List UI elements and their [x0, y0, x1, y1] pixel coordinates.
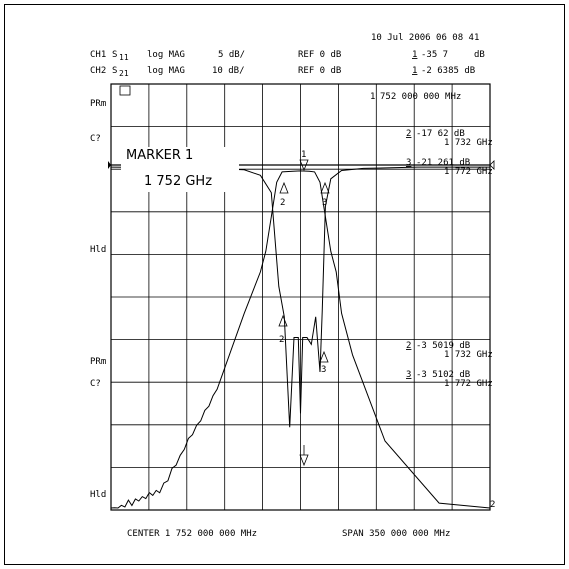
upper-readout-2-num: 2	[406, 129, 411, 139]
side-label-prm-top: PRm	[90, 99, 106, 109]
ch2-marker-val: -2 6385 dB	[421, 66, 475, 76]
marker-2-upper: 2	[280, 183, 288, 208]
marker-freq-num: 1	[370, 92, 375, 102]
ch1-marker-unit: dB	[474, 50, 485, 60]
upper-readout-2-freq: 1 732 GHz	[444, 138, 493, 148]
lower-readout-2-num: 2	[406, 341, 411, 351]
ch1-param-sub: 11	[119, 53, 129, 62]
ch1-scale: 5 dB/	[218, 50, 245, 60]
span-frequency: SPAN 350 000 000 MHz	[342, 529, 450, 539]
timestamp: 10 Jul 2006 06 08 41	[371, 33, 479, 43]
side-label-c-bottom: C?	[90, 379, 101, 389]
upper-readout-3-num: 3	[406, 158, 411, 168]
lower-readout-3-num: 3	[406, 370, 411, 380]
marker-3-lower: 3	[320, 352, 328, 375]
ch2-param: S	[112, 66, 117, 76]
svg-text:1: 1	[301, 150, 306, 160]
lower-readout-2-freq: 1 732 GHz	[444, 350, 493, 360]
grid-icon	[120, 86, 130, 95]
svg-text:2: 2	[280, 198, 285, 208]
ch2-scale: 10 dB/	[212, 66, 245, 76]
side-label-prm-bottom: PRm	[90, 357, 106, 367]
ch1-format: log MAG	[147, 50, 185, 60]
side-label-hld-bottom: Hld	[90, 490, 106, 500]
ch1-marker-num: 1	[412, 50, 417, 60]
center-frequency: CENTER 1 752 000 000 MHz	[127, 529, 257, 539]
svg-text:3: 3	[321, 365, 326, 375]
ch1-marker-val: -35 7	[421, 50, 448, 60]
ch2-param-sub: 21	[119, 69, 129, 78]
side-label-c-top: C?	[90, 134, 101, 144]
lower-readout-3-freq: 1 772 GHz	[444, 379, 493, 389]
marker-box-title: MARKER 1	[126, 148, 193, 163]
upper-readout-3-freq: 1 772 GHz	[444, 167, 493, 177]
svg-text:3: 3	[322, 198, 327, 208]
ch1-label: CH1	[90, 50, 106, 60]
marker-freq-value: 752 000 000 MHz	[380, 92, 461, 102]
ch2-label: CH2	[90, 66, 106, 76]
marker-box-freq: 1 752 GHz	[144, 174, 212, 189]
svg-text:2: 2	[279, 335, 284, 345]
trace-end-label: 2	[490, 500, 495, 510]
ch2-format: log MAG	[147, 66, 185, 76]
ch2-marker-num: 1	[412, 66, 417, 76]
marker-1-upper: 1	[300, 150, 308, 170]
ch2-ref: REF 0 dB	[298, 66, 341, 76]
ch1-ref: REF 0 dB	[298, 50, 341, 60]
marker-1-lower	[300, 445, 308, 465]
side-label-hld-top: Hld	[90, 245, 106, 255]
ch1-param: S	[112, 50, 117, 60]
